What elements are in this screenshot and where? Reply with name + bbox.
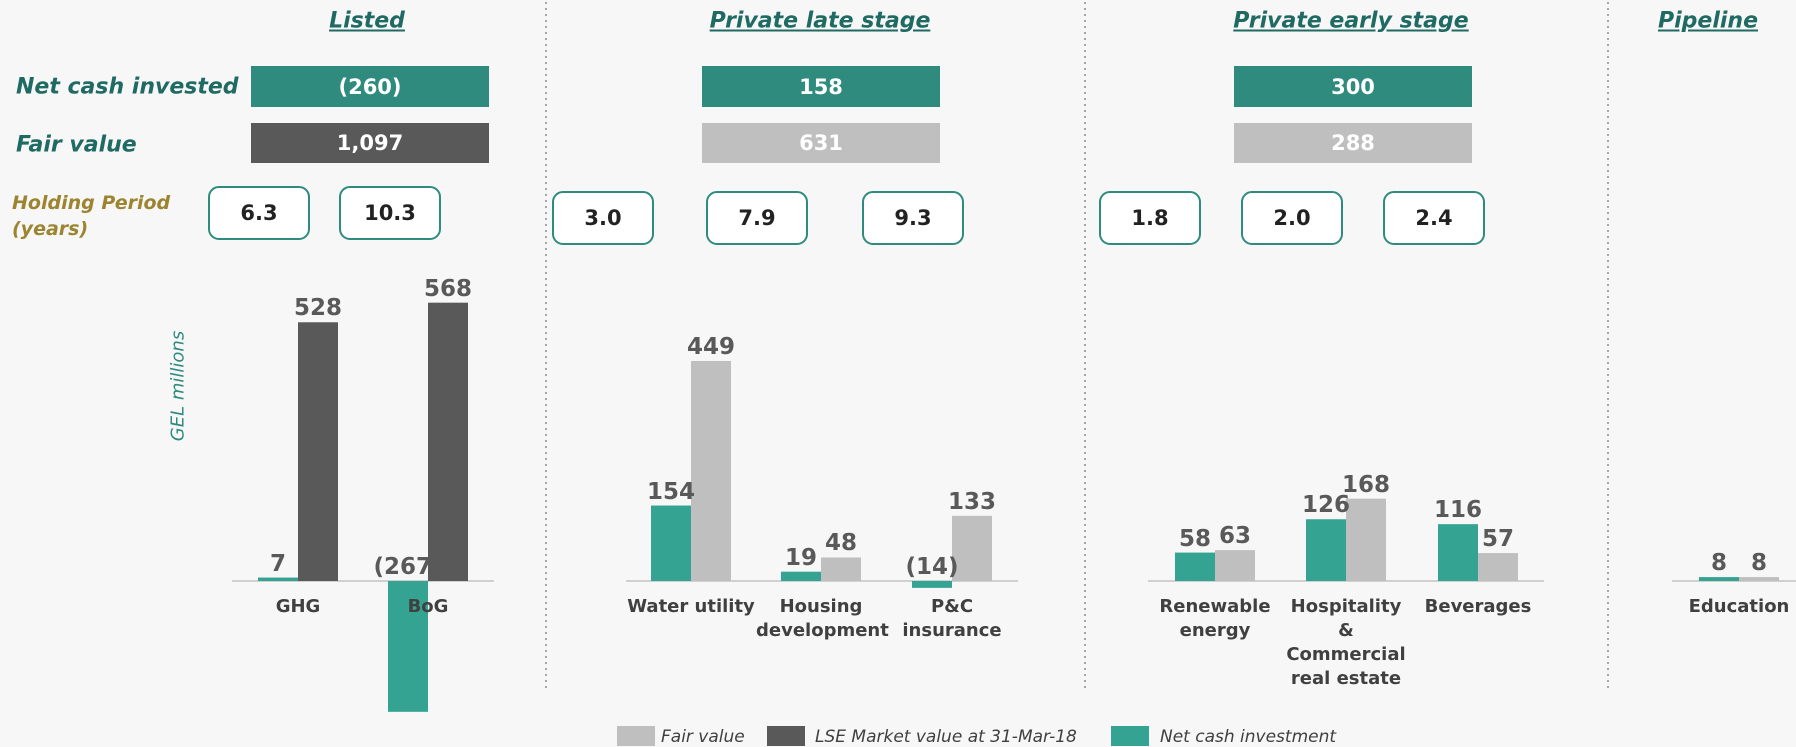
group-title: Pipeline (1658, 8, 1758, 34)
y-axis-label: GEL millions (167, 330, 189, 442)
holding-period-label: 1.8 (1131, 206, 1169, 230)
bar (651, 505, 691, 581)
net-cash-label: 158 (799, 75, 843, 99)
fair-value-label: 1,097 (336, 131, 404, 155)
net-cash-box (251, 66, 489, 107)
holding-period-box (208, 186, 310, 240)
data-label: 63 (1218, 523, 1252, 550)
data-label: 133 (947, 488, 997, 515)
bar (258, 577, 298, 581)
data-label: 57 (1481, 526, 1515, 553)
net-cash-box (702, 66, 940, 107)
bar (1306, 519, 1346, 581)
data-label: 154 (646, 478, 696, 505)
holding-period-box (862, 191, 964, 245)
x-tick-label: BoG (407, 596, 449, 617)
data-label: 7 (269, 550, 287, 577)
data-label: 58 (1178, 525, 1212, 552)
data-label: 126 (1301, 492, 1351, 519)
holding-period-label: 2.4 (1415, 206, 1453, 230)
holding-period-label: 6.3 (240, 201, 278, 225)
bar (912, 581, 952, 588)
holding-period-box (1099, 191, 1201, 245)
holding-period-box (339, 186, 441, 240)
bar (388, 581, 428, 712)
bar (691, 360, 731, 581)
bar (1438, 524, 1478, 581)
bar (1699, 577, 1739, 581)
fair-value-box (1234, 123, 1472, 163)
data-label: 8 (1750, 550, 1768, 577)
legend-label: Net cash investment (1160, 727, 1337, 747)
row-label: Holding Period (years) (12, 192, 171, 240)
bar (781, 571, 821, 581)
legend-swatch (1111, 726, 1149, 746)
holding-period-label: 9.3 (894, 206, 932, 230)
data-label: (14) (905, 554, 959, 580)
holding-period-label: 2.0 (1273, 206, 1311, 230)
data-label: 449 (686, 333, 736, 360)
x-tick-label: Water utility (627, 596, 755, 617)
data-label: 19 (784, 544, 818, 571)
data-label: 528 (293, 295, 343, 322)
net-cash-label: 300 (1331, 75, 1375, 99)
data-label: 568 (423, 275, 473, 302)
legend-label: Fair value (661, 727, 745, 747)
x-tick-label: Hospitality & Commercial real estate (1286, 596, 1406, 689)
fair-value-box (251, 123, 489, 163)
holding-period-box (552, 191, 654, 245)
row-label: Net cash invested (16, 74, 239, 100)
x-tick-label: Housing development (756, 596, 889, 641)
net-cash-box (1234, 66, 1472, 107)
data-label: 168 (1341, 471, 1391, 498)
net-cash-label: (260) (338, 75, 402, 99)
bar (1478, 553, 1518, 581)
group-title: Private early stage (1233, 8, 1469, 34)
holding-period-box (1383, 191, 1485, 245)
holding-period-label: 3.0 (584, 206, 622, 230)
group-title: Private late stage (709, 8, 931, 34)
bar (1346, 498, 1386, 581)
row-label: Fair value (16, 132, 137, 158)
x-tick-label: Beverages (1424, 596, 1532, 617)
fair-value-label: 631 (799, 131, 843, 155)
data-label: (267) (373, 554, 443, 580)
holding-period-label: 7.9 (738, 206, 776, 230)
legend-label: LSE Market value at 31-Mar-18 (815, 727, 1077, 747)
x-tick-label: Renewable energy (1159, 596, 1271, 641)
bar (1175, 552, 1215, 581)
x-tick-label: Education (1688, 596, 1790, 617)
data-label: 48 (824, 530, 858, 557)
data-label: 116 (1433, 497, 1483, 524)
fair-value-label: 288 (1331, 131, 1375, 155)
legend-swatch (617, 726, 655, 746)
bar (1739, 577, 1779, 581)
legend-swatch (767, 726, 805, 746)
x-tick-label: P&C insurance (902, 596, 1002, 641)
holding-period-box (1241, 191, 1343, 245)
group-title: Listed (329, 8, 405, 34)
bar (298, 322, 338, 581)
bar (428, 302, 468, 581)
bar (821, 557, 861, 581)
holding-period-box (706, 191, 808, 245)
x-tick-label: GHG (275, 596, 321, 617)
bar (1215, 550, 1255, 581)
holding-period-label: 10.3 (364, 201, 416, 225)
bar (952, 515, 992, 581)
data-label: 8 (1710, 550, 1728, 577)
fair-value-box (702, 123, 940, 163)
